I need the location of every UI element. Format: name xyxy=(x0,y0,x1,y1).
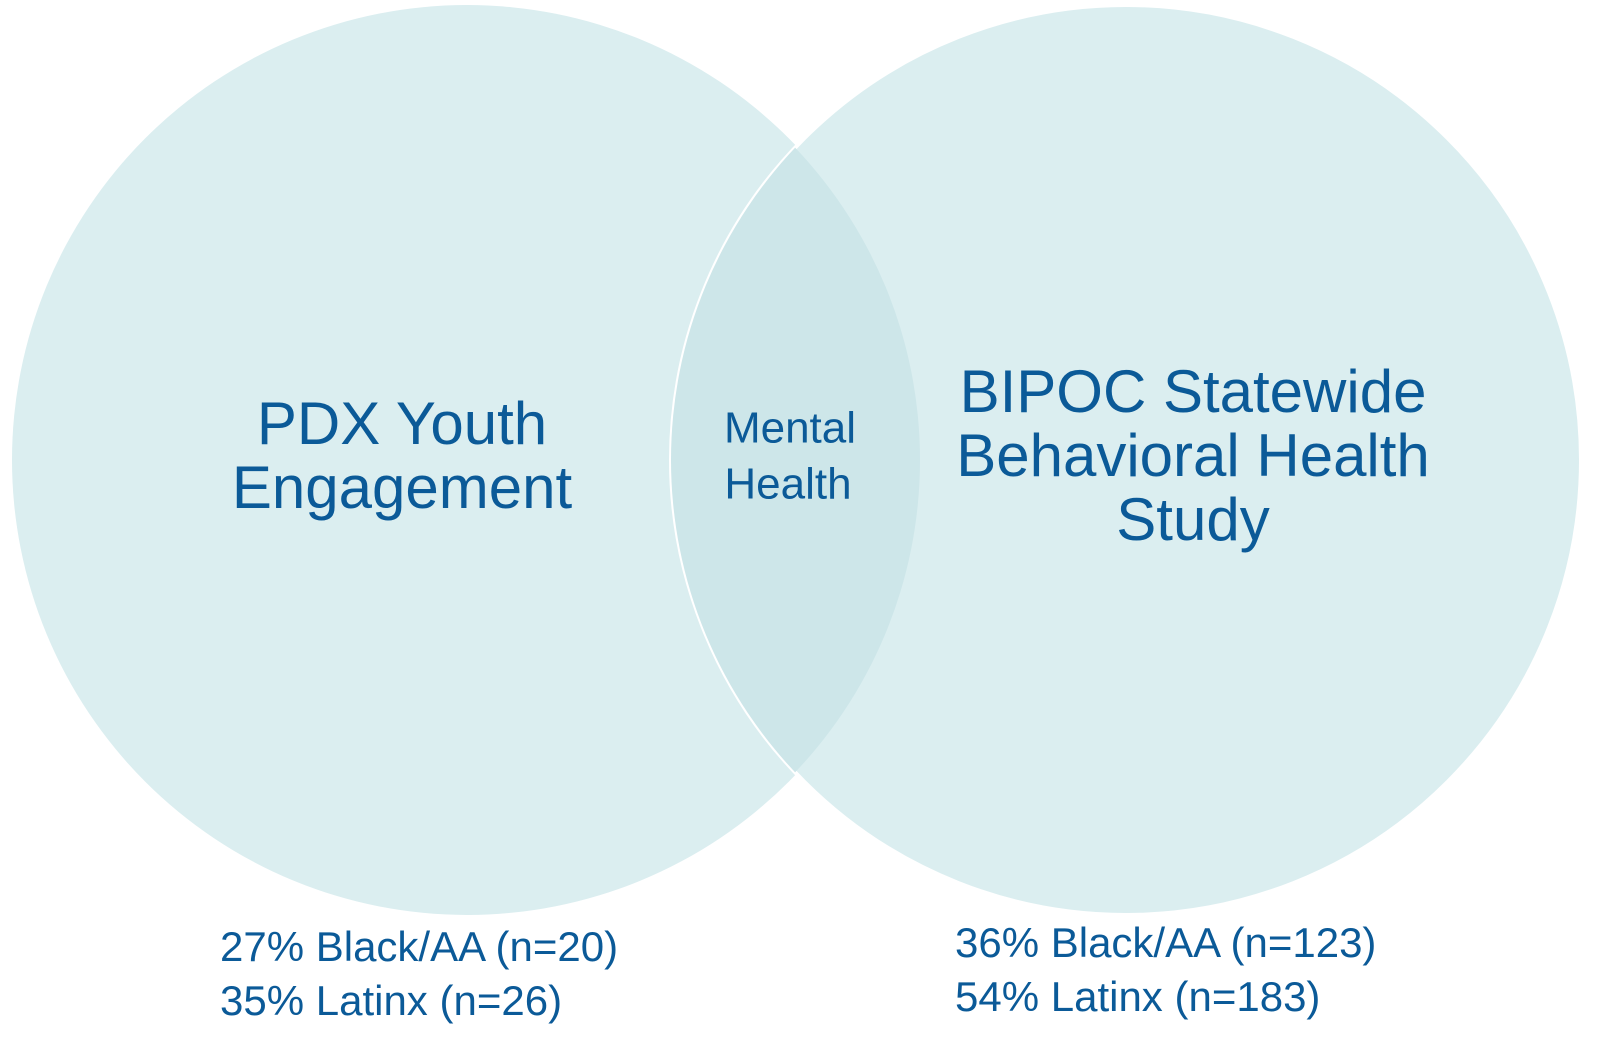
left-label: Engagement xyxy=(232,454,573,521)
left-circle xyxy=(12,5,922,915)
left-label: PDX Youth xyxy=(257,390,547,457)
left-stat: 27% Black/AA (n=20) xyxy=(220,923,618,970)
right-label: BIPOC Statewide xyxy=(960,358,1427,425)
overlap-label: Mental xyxy=(724,404,856,453)
overlap-label: Health xyxy=(724,460,851,509)
left-stat: 35% Latinx (n=26) xyxy=(220,977,562,1024)
right-label: Behavioral Health xyxy=(956,422,1430,489)
right-label: Study xyxy=(1116,486,1269,553)
right-stat: 54% Latinx (n=183) xyxy=(955,973,1320,1020)
right-stat: 36% Black/AA (n=123) xyxy=(955,919,1376,966)
